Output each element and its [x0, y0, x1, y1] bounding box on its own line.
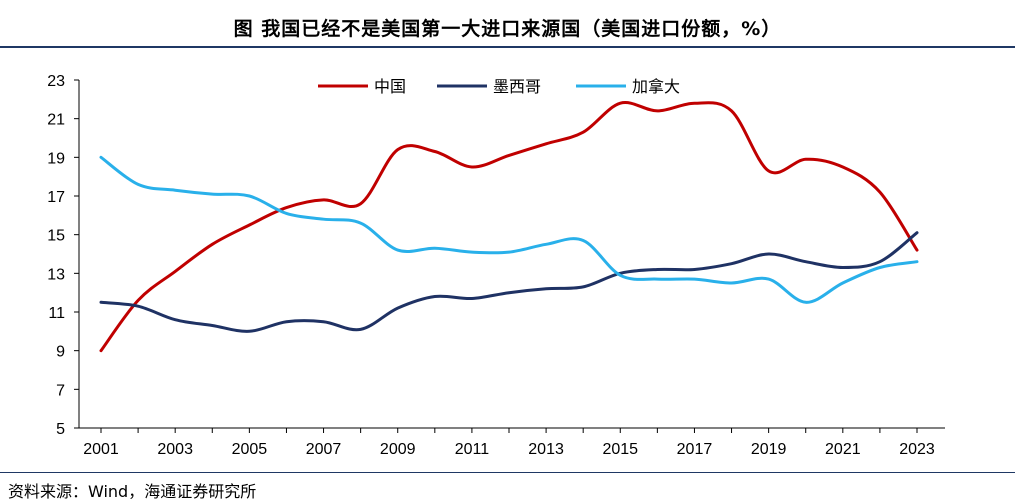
- x-tick-label: 2007: [306, 441, 342, 458]
- source-note: 资料来源：Wind，海通证券研究所: [8, 482, 257, 501]
- x-tick-label: 2017: [677, 441, 713, 458]
- chart-title: 图 我国已经不是美国第一大进口来源国（美国进口份额，%）: [233, 18, 782, 40]
- y-tick-label: 13: [47, 266, 65, 283]
- series-lines: [99, 101, 919, 353]
- title-bar: 图 我国已经不是美国第一大进口来源国（美国进口份额，%）: [0, 0, 1015, 48]
- x-tick-label: 2009: [380, 441, 416, 458]
- line-chart: 5 7 9 11 13 15 17 19 21 23 2001 2003 2005 2007 2009 201…: [47, 73, 945, 458]
- x-tick-label: 2023: [899, 441, 935, 458]
- series-line-canada: [99, 155, 919, 304]
- x-tick-label: 2013: [528, 441, 564, 458]
- x-tick-label: 2015: [602, 441, 638, 458]
- y-tick-label: 19: [47, 150, 65, 167]
- x-tick-label: 2011: [455, 441, 490, 458]
- y-tick-label: 17: [47, 189, 65, 206]
- footer-rule: [0, 472, 1015, 473]
- x-tick-label: 2001: [83, 441, 119, 458]
- series-line-china: [99, 101, 919, 353]
- x-tick-label: 2019: [751, 441, 787, 458]
- y-tick-label: 23: [47, 73, 65, 90]
- y-tick-label: 11: [48, 305, 65, 322]
- y-tick-label: 9: [56, 344, 65, 361]
- legend: 中国 墨西哥 加拿大: [318, 77, 680, 96]
- legend-label-china: 中国: [374, 77, 406, 96]
- x-tick-label: 2021: [825, 441, 861, 458]
- x-tick-label: 2005: [232, 441, 268, 458]
- x-tick-label: 2003: [157, 441, 193, 458]
- y-tick-label: 7: [56, 382, 65, 399]
- y-tick-label: 21: [47, 112, 65, 129]
- y-tick-label: 5: [56, 421, 65, 438]
- y-tick-label: 15: [47, 228, 65, 245]
- series-line-mexico: [99, 231, 919, 333]
- legend-label-mexico: 墨西哥: [493, 77, 541, 96]
- axes: 5 7 9 11 13 15 17 19 21 23 2001 2003 2005 2007 2009 201…: [47, 73, 945, 458]
- legend-label-canada: 加拿大: [632, 77, 680, 96]
